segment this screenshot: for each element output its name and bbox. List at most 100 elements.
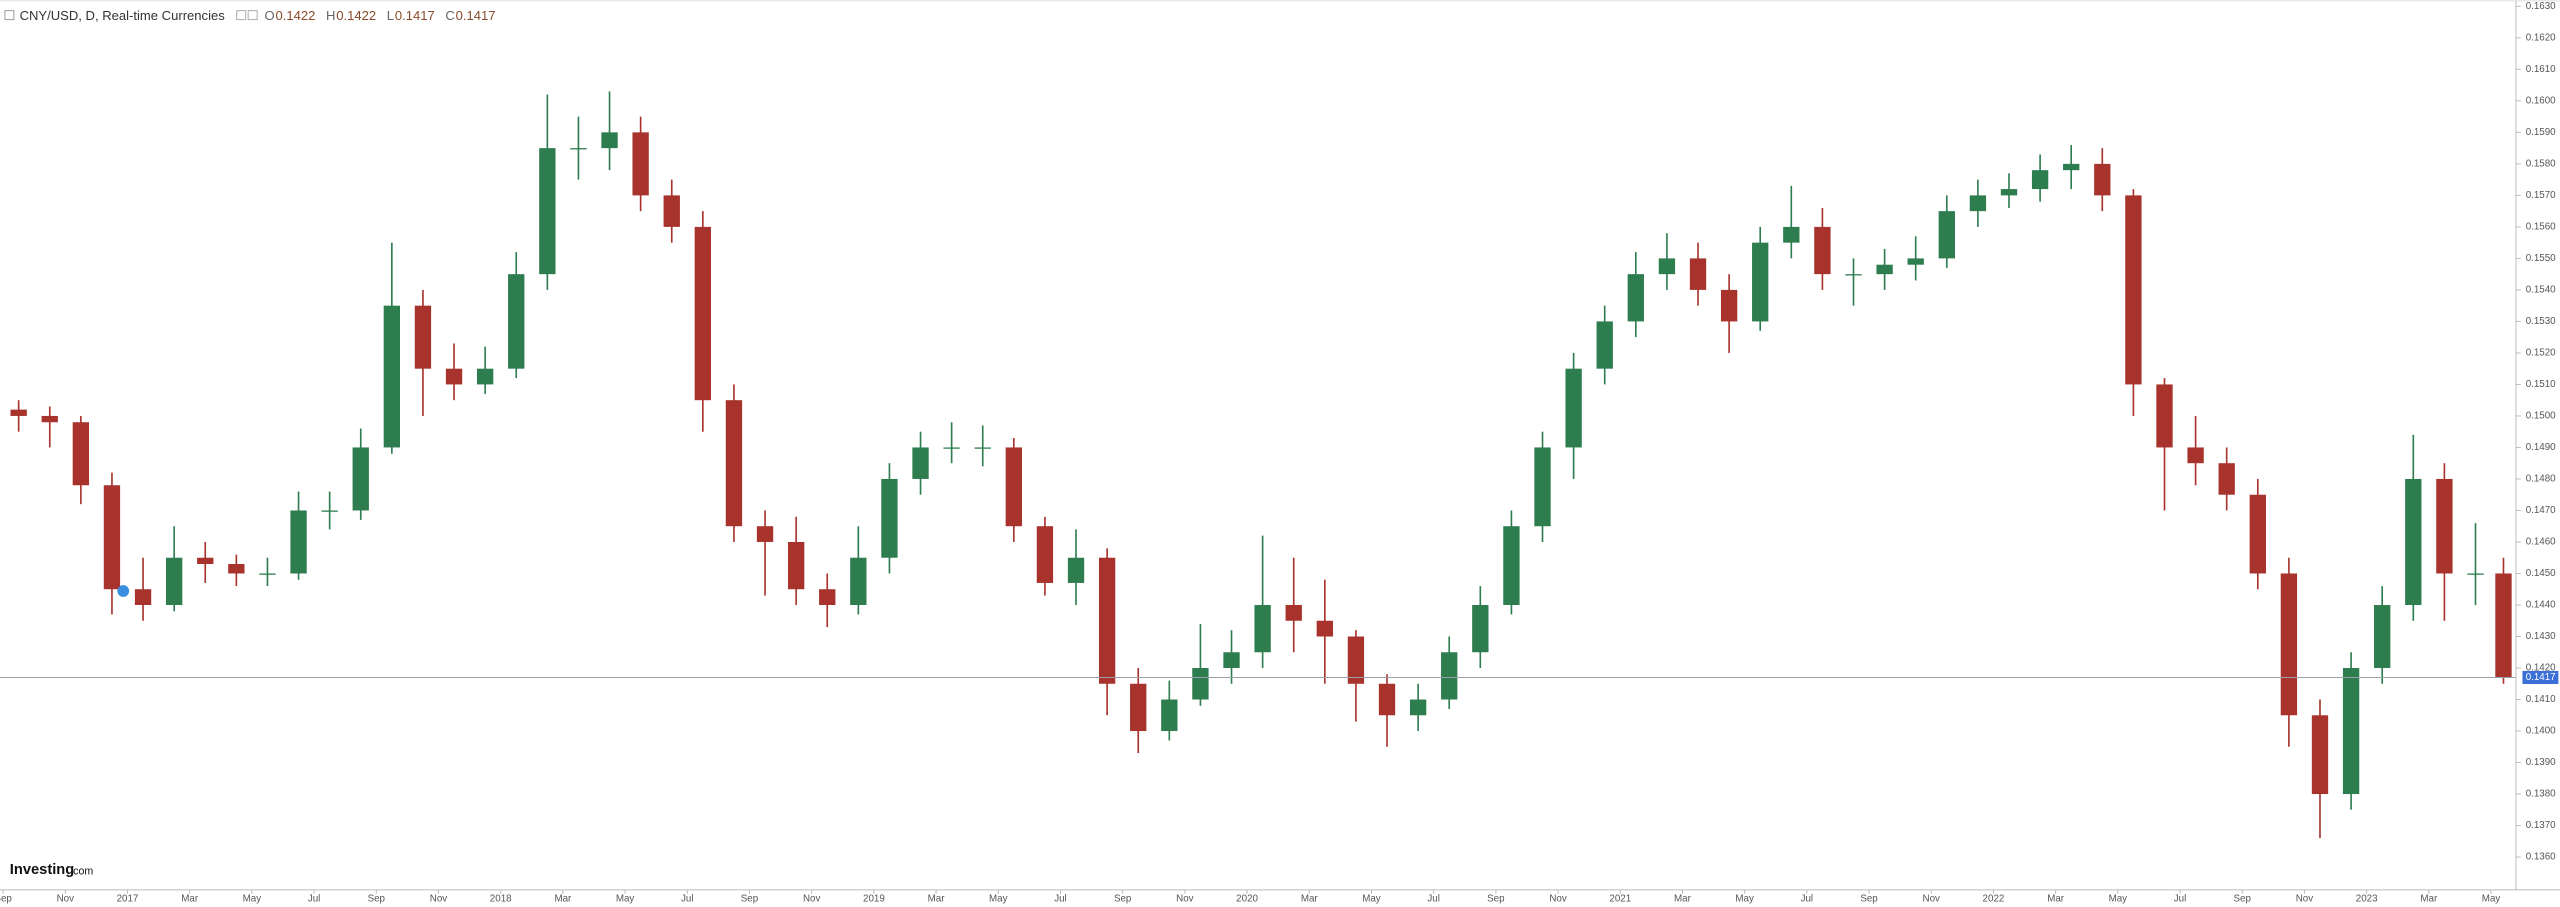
ohlc-value: 0.1422 <box>275 8 315 23</box>
candle-body <box>1378 683 1396 716</box>
candle-body <box>694 226 712 401</box>
logo-suffix: .com <box>70 866 93 878</box>
ohlc-value: 0.1422 <box>336 8 376 23</box>
y-tick-label: 0.1420 <box>2526 663 2556 674</box>
x-tick-label: Mar <box>2420 893 2438 904</box>
event-marker[interactable] <box>117 585 130 597</box>
x-tick-label: 2022 <box>1983 893 2005 904</box>
candle-body <box>165 557 183 605</box>
candle-body <box>974 447 991 449</box>
y-tick-label: 0.1430 <box>2526 631 2556 642</box>
y-tick-label: 0.1480 <box>2526 474 2556 485</box>
x-tick-label: Jul <box>2174 893 2187 904</box>
candle-body <box>508 274 525 369</box>
y-tick-label: 0.1460 <box>2526 537 2556 548</box>
x-tick-label: Jul <box>1427 893 1440 904</box>
candle-body <box>1098 557 1116 684</box>
x-tick-label: Sep <box>1487 893 1505 904</box>
candle-body <box>787 541 805 590</box>
x-tick-label: Sep <box>741 893 759 904</box>
candle-body <box>1876 264 1893 275</box>
x-tick-label: Nov <box>1176 893 1194 904</box>
candle-body <box>1441 652 1458 700</box>
x-tick-label: Sep <box>2234 893 2252 904</box>
candle-body <box>850 557 867 605</box>
candle-body <box>2495 573 2512 678</box>
y-tick-label: 0.1490 <box>2526 442 2556 453</box>
candle-body <box>1223 652 1240 669</box>
candle-body <box>1254 604 1271 653</box>
candle-body <box>1752 242 1769 322</box>
y-tick-label: 0.1590 <box>2526 127 2556 138</box>
x-tick-label: Nov <box>1549 893 1567 904</box>
candle-body <box>1503 526 1520 605</box>
candle-body <box>414 305 432 369</box>
candle-body <box>1845 274 1862 276</box>
x-tick-label: Jul <box>1801 893 1814 904</box>
candle-body <box>1783 226 1800 243</box>
candle-body <box>1596 321 1613 369</box>
y-tick-label: 0.1550 <box>2526 253 2556 264</box>
x-tick-label: Jul <box>1054 893 1067 904</box>
candle-body <box>476 368 494 385</box>
candle-body <box>321 510 338 512</box>
ohlc-value: 0.1417 <box>395 8 435 23</box>
candle-body <box>1316 620 1333 637</box>
x-tick-label: Nov <box>430 893 448 904</box>
candle-body <box>2436 478 2453 574</box>
y-tick-label: 0.1470 <box>2526 505 2556 516</box>
candle-body <box>134 589 152 605</box>
last-price-label: 0.1417 <box>2526 672 2556 683</box>
candle-body <box>2218 463 2235 495</box>
ohlc-label: O <box>264 8 274 23</box>
x-tick-label: Mar <box>1674 893 1692 904</box>
y-tick-label: 0.1400 <box>2526 726 2556 737</box>
candle-body <box>2467 573 2484 575</box>
x-tick-label: 2023 <box>2356 893 2378 904</box>
x-tick-label: Sep <box>0 893 12 904</box>
x-tick-label: Nov <box>1923 893 1941 904</box>
candle-body <box>943 447 960 449</box>
x-tick-label: 2020 <box>1236 893 1258 904</box>
candle-body <box>1161 699 1178 732</box>
settings-icon[interactable] <box>236 10 247 21</box>
candle-body <box>632 132 649 196</box>
candle-body <box>601 132 618 149</box>
candle-body <box>663 195 680 227</box>
candle-body <box>2249 494 2266 574</box>
close-icon[interactable] <box>247 10 258 21</box>
candle-body <box>2156 384 2173 448</box>
candle-body <box>2280 573 2298 716</box>
candle-body <box>1347 636 1365 684</box>
candle-body <box>1534 447 1551 527</box>
x-tick-label: Mar <box>554 893 572 904</box>
collapse-icon[interactable] <box>4 10 15 21</box>
y-tick-label: 0.1500 <box>2526 411 2556 422</box>
candle-body <box>352 447 369 511</box>
x-tick-label: Jul <box>681 893 694 904</box>
candle-body <box>819 589 836 605</box>
y-tick-label: 0.1410 <box>2526 694 2556 705</box>
candle-body <box>2405 478 2422 605</box>
y-tick-label: 0.1370 <box>2526 820 2556 831</box>
x-tick-label: 2018 <box>490 893 512 904</box>
x-tick-label: Sep <box>1860 893 1878 904</box>
candle-body <box>1565 368 1582 448</box>
y-tick-label: 0.1520 <box>2526 348 2556 359</box>
y-tick-label: 0.1560 <box>2526 221 2556 232</box>
y-tick-label: 0.1510 <box>2526 379 2556 390</box>
candle-body <box>1130 683 1147 732</box>
candle-body <box>445 368 463 385</box>
candle-body <box>1969 195 1987 212</box>
candle-body <box>2187 447 2204 464</box>
x-tick-label: May <box>2109 893 2128 904</box>
ohlc-label: C <box>445 8 454 23</box>
x-tick-label: Nov <box>57 893 75 904</box>
candle-body <box>2031 170 2049 190</box>
y-tick-label: 0.1540 <box>2526 285 2556 296</box>
candle-body <box>41 415 58 423</box>
x-tick-label: 2021 <box>1609 893 1631 904</box>
x-tick-label: Mar <box>928 893 946 904</box>
